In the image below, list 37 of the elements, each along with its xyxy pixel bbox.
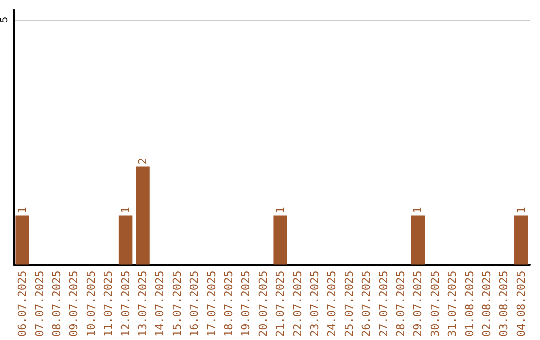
y-tick-label: 5 xyxy=(0,16,10,23)
x-tick-label: 02.08.2025 xyxy=(480,270,494,338)
x-tick-label: 09.07.2025 xyxy=(68,270,81,338)
x-tick-label: 16.07.2025 xyxy=(188,270,202,338)
x-tick-label: 10.07.2025 xyxy=(84,270,98,338)
x-tick-label: 07.07.2025 xyxy=(33,270,46,338)
x-tick-label: 13.07.2025 xyxy=(136,270,150,338)
x-tick-label: 30.07.2025 xyxy=(428,270,442,338)
x-tick-label: 12.07.2025 xyxy=(119,270,132,338)
x-tick-label: 11.07.2025 xyxy=(102,270,116,338)
x-tick-label: 18.07.2025 xyxy=(222,270,236,338)
x-tick-label: 06.07.2025 xyxy=(16,270,30,338)
data-label: 1 xyxy=(119,207,132,214)
x-tick-label: 01.08.2025 xyxy=(463,270,476,338)
data-label: 2 xyxy=(136,158,150,165)
x-tick-label: 21.07.2025 xyxy=(274,270,288,338)
data-label: 1 xyxy=(274,207,288,214)
x-tick-label: 20.07.2025 xyxy=(256,270,270,338)
data-label: 1 xyxy=(412,207,425,214)
data-label: 1 xyxy=(514,207,528,214)
data-label: 1 xyxy=(16,207,30,214)
x-tick-label: 04.08.2025 xyxy=(514,270,528,338)
x-tick-label: 22.07.2025 xyxy=(291,270,304,338)
x-tick-label: 25.07.2025 xyxy=(342,270,356,338)
x-tick-label: 29.07.2025 xyxy=(412,270,425,338)
x-tick-label: 31.07.2025 xyxy=(446,270,460,338)
x-tick-label: 24.07.2025 xyxy=(326,270,339,338)
x-tick-label: 03.08.2025 xyxy=(498,270,511,338)
x-tick-label: 27.07.2025 xyxy=(377,270,390,338)
x-tick-label: 28.07.2025 xyxy=(394,270,408,338)
x-tick-label: 17.07.2025 xyxy=(205,270,218,338)
x-tick-label: 19.07.2025 xyxy=(240,270,253,338)
x-tick-label: 14.07.2025 xyxy=(154,270,167,338)
x-tick-label: 08.07.2025 xyxy=(50,270,64,338)
x-tick-label: 15.07.2025 xyxy=(170,270,184,338)
x-tick-label: 26.07.2025 xyxy=(360,270,374,338)
x-tick-label: 23.07.2025 xyxy=(308,270,322,338)
